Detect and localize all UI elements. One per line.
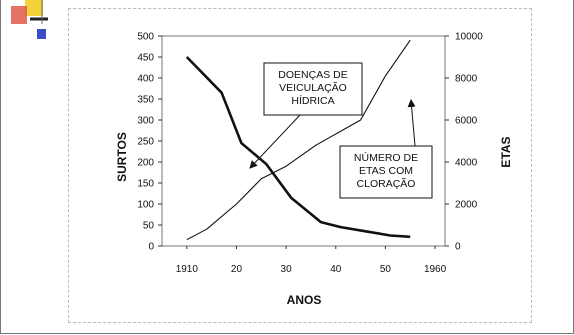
left-axis-tick-label: 450 — [137, 53, 154, 64]
x-axis-tick-label: 40 — [330, 264, 342, 275]
left-axis-tick-label: 50 — [143, 221, 155, 232]
left-axis-tick-label: 400 — [137, 74, 154, 85]
left-axis-tick-label: 250 — [137, 137, 154, 148]
right-axis-tick-label: 6000 — [455, 116, 478, 127]
left-axis-tick-label: 500 — [137, 32, 154, 43]
right-axis-tick-label: 0 — [455, 242, 461, 253]
series-line-etas — [186, 39, 411, 241]
annotation-doencas-line: HÍDRICA — [291, 94, 334, 107]
x-axis-title: ANOS — [287, 293, 322, 307]
right-axis-tick-label: 2000 — [455, 200, 478, 211]
right-axis-tick-label: 4000 — [455, 158, 478, 169]
x-axis-tick-label: 1960 — [424, 264, 447, 275]
deco-red-square — [11, 6, 27, 24]
right-axis-tick-label: 8000 — [455, 74, 478, 85]
slide-decoration — [11, 0, 48, 39]
annotation-etas-line: ETAS COM — [359, 165, 413, 177]
chart-frame — [68, 8, 532, 323]
left-axis-tick-label: 100 — [137, 200, 154, 211]
x-axis-tick-label: 30 — [281, 264, 293, 275]
left-axis-tick-label: 150 — [137, 179, 154, 190]
deco-yellow-square — [25, 0, 43, 16]
series-line-doencas — [185, 56, 411, 239]
annotation-etas-arrow — [407, 99, 416, 147]
annotation-doencas-box — [263, 62, 363, 116]
right-axis-tick-label: 10000 — [455, 32, 483, 43]
annotation-etas-line: CLORAÇÃO — [357, 177, 416, 190]
x-axis-tick-label: 1910 — [176, 264, 199, 275]
deco-blue-square — [37, 29, 46, 39]
annotation-etas-line: NÚMERO DE — [354, 151, 418, 164]
left-axis-tick-label: 0 — [148, 242, 154, 253]
annotation-etas-box — [339, 145, 433, 199]
right-axis-title: ETAS — [499, 136, 513, 167]
left-axis-tick-label: 200 — [137, 158, 154, 169]
left-axis-tick-label: 300 — [137, 116, 154, 127]
annotation-doencas-line: DOENÇAS DE — [278, 69, 347, 81]
x-axis-tick-label: 20 — [231, 264, 243, 275]
annotation-doencas-line: VEICULAÇÃO — [279, 81, 347, 94]
left-axis-title: SURTOS — [115, 132, 129, 182]
annotation-doencas-arrow — [249, 114, 301, 169]
left-axis-tick-label: 350 — [137, 95, 154, 106]
x-axis-tick-label: 50 — [380, 264, 392, 275]
